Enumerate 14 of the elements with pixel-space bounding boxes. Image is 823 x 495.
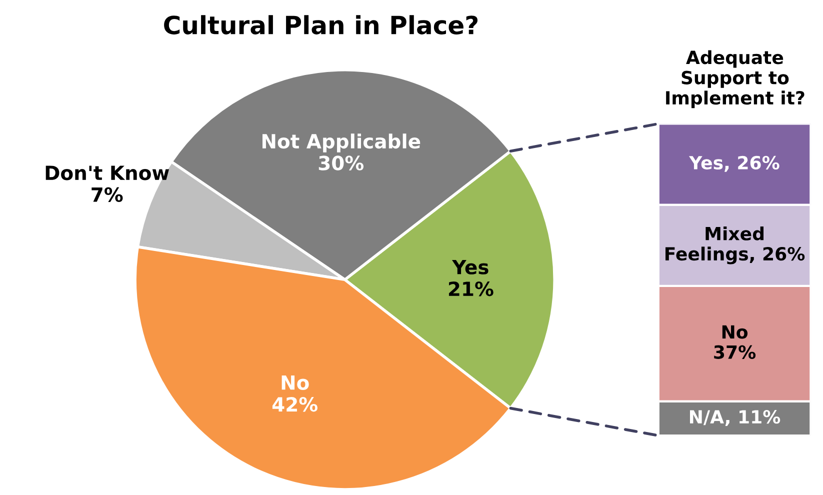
chart-title: Cultural Plan in Place? (164, 15, 478, 34)
data-label: 42% (272, 397, 318, 412)
slice-label: Don't Know (46, 166, 169, 180)
data-label: 30% (318, 156, 364, 170)
chart-title: Adequate Support to Implement it? (666, 50, 804, 108)
slice-label: Not Applicable (262, 134, 420, 152)
data-label: Yes, 26% (688, 156, 780, 172)
data-label: 21% (448, 281, 494, 296)
data-label: 7% (92, 187, 123, 202)
slice-label: No (282, 375, 309, 390)
slice-label: Yes (452, 260, 488, 274)
data-label: N/A, 11% (690, 410, 780, 426)
data-label: Mixed Feelings, 26% (666, 226, 805, 264)
data-label: No 37% (714, 325, 756, 359)
